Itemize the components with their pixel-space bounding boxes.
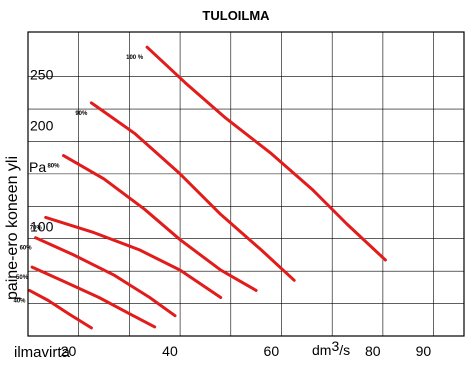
tick-labels: 20 40 60 80 90 250 200 100 xyxy=(30,67,431,359)
series-label-1: 90% xyxy=(75,111,88,117)
chart-title: TULOILMA xyxy=(202,8,270,23)
y-unit-label: Pa xyxy=(29,159,46,175)
series-line-0 xyxy=(145,45,387,262)
x-tick-label-4: 90 xyxy=(416,343,432,359)
series-labels: 100 % 90% 80% 70% 60% 50% 40% xyxy=(14,55,144,304)
x-unit-label: dm3/s xyxy=(312,338,350,358)
x-unit-tail: /s xyxy=(339,342,350,358)
series-line-3 xyxy=(44,215,223,299)
x-unit-superscript: 3 xyxy=(331,338,339,354)
series-line-4 xyxy=(34,236,177,318)
y-tick-label-1: 200 xyxy=(30,117,54,133)
series-group xyxy=(28,45,387,330)
series-line-2 xyxy=(62,154,258,292)
series-line-6 xyxy=(28,288,93,330)
series-line-1 xyxy=(89,101,296,282)
series-label-3: 70% xyxy=(30,225,43,231)
x-tick-label-3: 80 xyxy=(365,343,381,359)
y-axis-label: paine-ero koneen yli xyxy=(4,156,21,300)
plot-frame xyxy=(27,31,465,337)
series-label-0: 100 % xyxy=(126,55,144,61)
x-tick-label-0: 20 xyxy=(61,343,77,359)
series-label-5: 50% xyxy=(16,275,29,281)
series-label-6: 40% xyxy=(14,298,27,304)
series-label-4: 60% xyxy=(20,246,33,252)
x-tick-label-2: 60 xyxy=(264,343,280,359)
x-unit-base: dm xyxy=(312,342,331,358)
x-axis-label: ilmavirta xyxy=(14,344,70,361)
grid xyxy=(28,32,464,336)
x-tick-label-1: 40 xyxy=(162,343,178,359)
series-line-5 xyxy=(30,265,157,329)
y-tick-label-2: 100 xyxy=(30,219,54,235)
series-label-2: 80% xyxy=(47,164,60,170)
y-tick-label-0: 250 xyxy=(30,67,54,83)
